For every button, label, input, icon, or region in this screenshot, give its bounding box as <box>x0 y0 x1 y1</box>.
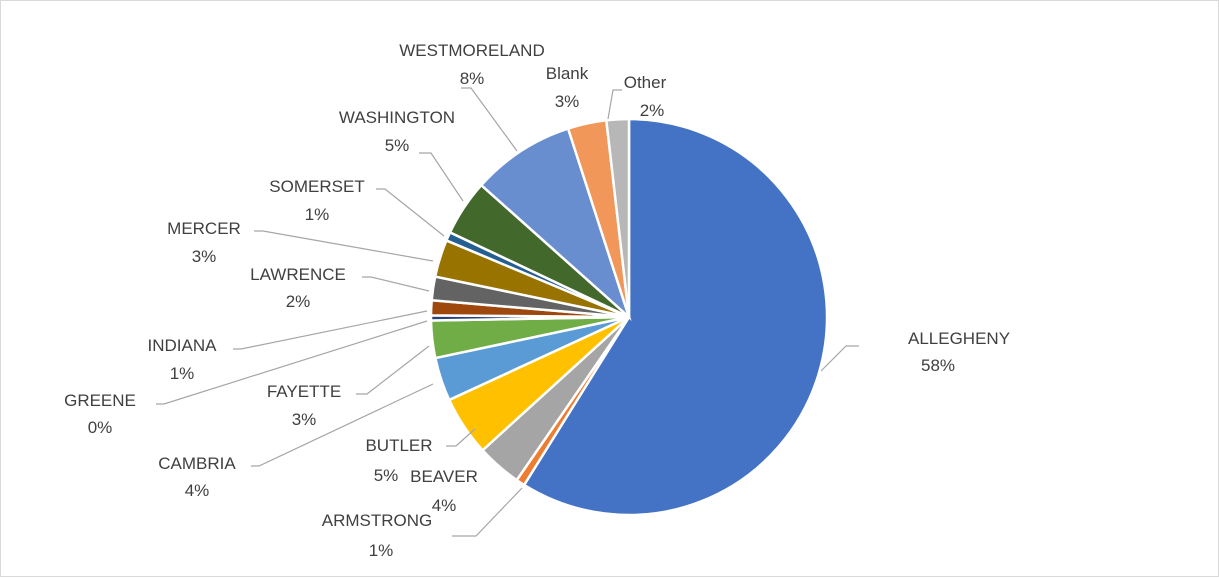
data-label-name-mercer: MERCER <box>167 219 241 238</box>
data-label-name-other: Other <box>624 73 667 92</box>
slices-layer <box>429 117 829 517</box>
data-label-name-somerset: SOMERSET <box>269 177 364 196</box>
data-label-name-blank: Blank <box>546 64 589 83</box>
data-label-percent-cambria: 4% <box>185 481 210 500</box>
data-label-percent-blank: 3% <box>555 92 580 111</box>
data-label-percent-armstrong: 1% <box>369 541 394 560</box>
labels-layer: ALLEGHENY 58% ARMSTRONG 1% BEAVER 4% BUTLER 5% C… <box>64 41 1010 560</box>
leader-line-cambria <box>251 383 434 467</box>
pie-slice-westmoreland <box>479 127 632 322</box>
data-label-percent-fayette: 3% <box>292 410 317 429</box>
data-label-percent-washington: 5% <box>385 136 410 155</box>
data-label-percent-mercer: 3% <box>192 247 217 266</box>
leader-line-somerset <box>376 188 445 237</box>
leader-line-butler <box>446 428 476 447</box>
data-label-percent-somerset: 1% <box>305 205 330 224</box>
data-label-name-westmoreland: WESTMORELAND <box>399 41 544 60</box>
leader-line-armstrong <box>452 487 523 537</box>
leader-line-washington <box>419 152 464 202</box>
data-label-name-lawrence: LAWRENCE <box>250 265 346 284</box>
data-label-percent-indiana: 1% <box>170 364 195 383</box>
data-label-percent-beaver: 4% <box>432 496 457 515</box>
data-label-name-armstrong: ARMSTRONG <box>322 511 433 530</box>
leader-line-lawrence <box>362 276 430 292</box>
data-label-name-fayette: FAYETTE <box>267 382 341 401</box>
leader-line-allegheny <box>820 345 859 372</box>
leader-line-mercer <box>254 230 434 262</box>
data-label-percent-butler: 5% <box>374 466 399 485</box>
leader-line-indiana <box>233 310 428 350</box>
leader-line-other <box>607 89 622 120</box>
leader-line-greene <box>156 320 428 405</box>
data-label-name-washington: WASHINGTON <box>339 108 455 127</box>
pie-slice-other <box>604 117 631 318</box>
data-label-name-greene: GREENE <box>64 391 136 410</box>
data-label-percent-lawrence: 2% <box>286 292 311 311</box>
leaders-layer <box>156 87 859 537</box>
pie-slice-allegheny <box>522 117 829 517</box>
data-label-name-beaver: BEAVER <box>410 467 478 486</box>
data-label-percent-allegheny: 58% <box>921 356 955 375</box>
data-label-name-indiana: INDIANA <box>148 336 218 355</box>
data-label-percent-westmoreland: 8% <box>460 69 485 88</box>
data-label-name-butler: BUTLER <box>365 436 432 455</box>
data-label-percent-other: 2% <box>640 101 665 120</box>
leader-line-fayette <box>356 345 430 395</box>
leader-line-westmoreland <box>461 87 518 152</box>
data-label-name-cambria: CAMBRIA <box>158 454 236 473</box>
data-label-name-allegheny: ALLEGHENY <box>908 329 1010 348</box>
data-label-percent-greene: 0% <box>88 418 113 437</box>
